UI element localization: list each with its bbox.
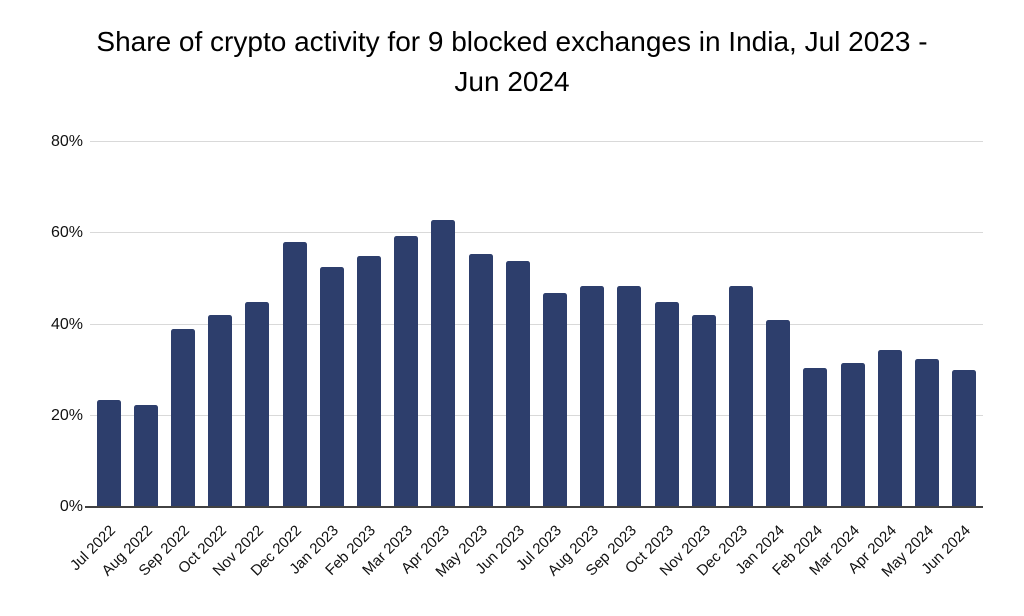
bar-slot [164, 142, 201, 507]
bar-sep-2023 [617, 285, 642, 507]
bar-oct-2023 [654, 301, 679, 507]
bar-slot [239, 142, 276, 507]
bar-mar-2024 [840, 363, 865, 507]
gridline [90, 232, 983, 234]
bar-oct-2022 [208, 315, 233, 507]
bar-feb-2023 [357, 256, 382, 507]
bar-jan-2023 [319, 266, 344, 507]
bar-apr-2024 [877, 349, 902, 507]
bar-slot [276, 142, 313, 507]
y-tick-label: 60% [50, 224, 83, 242]
bar-aug-2023 [580, 285, 605, 507]
bar-mar-2023 [394, 236, 419, 507]
bar-aug-2022 [133, 405, 158, 507]
bar-nov-2022 [245, 301, 270, 507]
bar-jul-2022 [96, 399, 121, 507]
bar-slot [388, 142, 425, 507]
bar-slot [127, 142, 164, 507]
bar-slot [946, 142, 983, 507]
bar-slot [648, 142, 685, 507]
bar-series [90, 142, 983, 507]
x-axis-line [85, 506, 983, 508]
bar-slot [313, 142, 350, 507]
bar-may-2023 [468, 253, 493, 507]
bar-jun-2023 [505, 260, 530, 507]
bar-slot [871, 142, 908, 507]
bar-slot [425, 142, 462, 507]
gridline [90, 323, 983, 325]
bar-slot [908, 142, 945, 507]
bar-slot [797, 142, 834, 507]
bar-sep-2022 [171, 329, 195, 507]
bar-dec-2023 [729, 285, 754, 507]
bar-slot [760, 142, 797, 507]
bar-jan-2024 [766, 319, 791, 507]
bar-slot [499, 142, 536, 507]
bar-jun-2024 [952, 370, 977, 507]
y-tick-label: 20% [50, 406, 83, 424]
bar-nov-2023 [691, 315, 716, 507]
y-tick-label: 0% [59, 498, 83, 515]
plot-area [85, 141, 983, 508]
bar-slot [574, 142, 611, 507]
bar-slot [611, 142, 648, 507]
gridline [90, 141, 983, 142]
bar-dec-2022 [282, 242, 307, 507]
chart-title: Share of crypto activity for 9 blocked e… [96, 26, 928, 97]
bar-slot [462, 142, 499, 507]
bar-slot [90, 142, 127, 507]
y-tick-label: 40% [50, 315, 83, 333]
bar-slot [536, 142, 573, 507]
bar-may-2024 [915, 358, 940, 507]
gridline [90, 414, 983, 416]
y-tick-label: 80% [50, 133, 83, 150]
bar-slot [350, 142, 387, 507]
bar-jul-2023 [543, 292, 568, 507]
y-axis-labels: 0% 20% 40% 60% 80% [0, 134, 83, 515]
x-axis-labels: Jul 2022 Aug 2022 Sep 2022 Oct 2022 Nov 2022… [67, 514, 983, 609]
bar-apr-2023 [431, 219, 456, 507]
bar-slot [722, 142, 759, 507]
bar-slot [834, 142, 871, 507]
bar-slot [685, 142, 722, 507]
bar-feb-2024 [803, 367, 828, 507]
bar-slot [202, 142, 239, 507]
